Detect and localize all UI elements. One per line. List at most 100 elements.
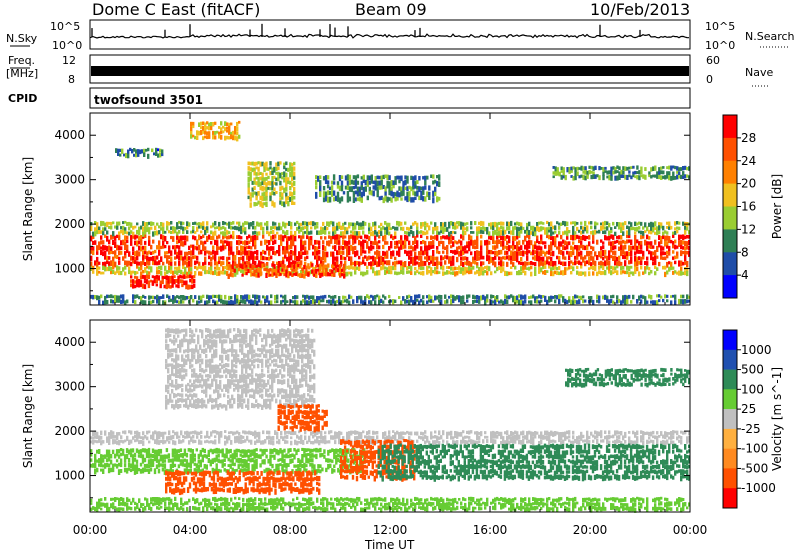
power-panel-cell <box>636 266 639 272</box>
power-panel-cell <box>352 299 355 304</box>
velocity-panel-cell <box>516 435 519 441</box>
power-panel-cell <box>384 221 387 225</box>
power-panel-cell <box>206 250 209 254</box>
power-panel-cell <box>524 235 527 242</box>
power-panel-cell <box>592 265 595 271</box>
power-panel-cell <box>187 275 190 279</box>
velocity-panel-cell <box>572 435 575 440</box>
power-panel-cell <box>216 240 219 247</box>
power-panel-cell <box>196 266 199 271</box>
power-panel-cell <box>261 192 264 197</box>
power-panel-cell <box>332 298 335 304</box>
velocity-panel-cell <box>177 457 181 462</box>
power-panel-cell <box>182 241 185 247</box>
velocity-panel-cell <box>116 436 119 440</box>
power-panel-cell <box>283 187 286 194</box>
power-panel-cell <box>240 231 243 235</box>
power-panel-cell <box>534 270 537 276</box>
power-panel-cell <box>612 246 615 251</box>
power-panel-cell <box>237 264 240 268</box>
power-panel-cell <box>224 221 227 225</box>
power-panel-cell <box>460 226 463 230</box>
velocity-panel-cell <box>214 430 217 434</box>
power-panel-cell <box>266 270 269 275</box>
power-panel-cell <box>328 235 331 239</box>
velocity-panel-cell <box>296 434 299 439</box>
velocity-panel-cell <box>90 440 93 444</box>
power-panel-cell <box>448 239 451 245</box>
velocity-panel-cell <box>232 477 235 483</box>
velocity-panel-cell <box>186 487 190 493</box>
power-panel-cell <box>672 171 675 175</box>
power-panel-cell <box>610 295 613 299</box>
velocity-panel-cell <box>291 453 294 457</box>
velocity-panel-cell <box>253 459 256 464</box>
power-panel-cell <box>464 227 467 231</box>
power-panel-cell <box>494 255 497 260</box>
velocity-panel-cell <box>92 440 95 445</box>
power-panel-cell <box>624 299 627 305</box>
velocity-panel-cell <box>119 452 123 457</box>
power-panel-cell <box>271 181 274 186</box>
velocity-panel-cell <box>174 470 178 475</box>
power-panel-cell <box>502 267 505 272</box>
power-panel-cell <box>302 298 305 303</box>
power-panel-cell <box>130 222 133 228</box>
power-panel-cell <box>190 295 193 300</box>
power-panel-cell <box>586 174 589 179</box>
power-panel-cell <box>253 269 256 274</box>
velocity-panel-cell <box>131 463 135 469</box>
power-panel-cell <box>606 226 609 231</box>
power-panel-cell <box>293 191 296 195</box>
power-panel-cell <box>190 131 193 136</box>
power-panel-cell <box>218 134 221 139</box>
power-panel-cell <box>228 221 231 226</box>
power-panel-cell <box>228 250 231 256</box>
power-panel-cell <box>344 185 348 190</box>
power-panel-cell <box>271 200 274 207</box>
power-panel-cell <box>148 227 151 232</box>
power-panel-cell <box>508 235 511 241</box>
power-panel-cell <box>304 221 307 226</box>
power-panel-cell <box>478 271 481 277</box>
velocity-panel-cell <box>206 430 209 435</box>
power-panel-cell <box>263 191 266 197</box>
power-panel-cell <box>614 260 617 266</box>
velocity-panel-cell <box>267 458 270 464</box>
power-panel-cell <box>198 244 201 251</box>
velocity-panel-cell <box>223 458 226 462</box>
power-panel-cell <box>198 130 201 136</box>
velocity-panel-cell <box>530 431 533 437</box>
power-panel-cell <box>204 135 207 139</box>
power-panel-cell <box>202 262 205 267</box>
velocity-panel-cell <box>98 439 101 443</box>
power-panel-cell <box>408 261 411 268</box>
power-panel-cell <box>384 266 387 270</box>
power-panel-cell <box>188 260 191 267</box>
power-panel-cell <box>372 230 375 237</box>
power-panel-cell <box>616 165 619 169</box>
velocity-panel-cell <box>420 436 423 440</box>
power-panel-cell <box>176 300 179 304</box>
power-panel-cell <box>340 175 344 179</box>
power-panel-cell <box>574 245 577 250</box>
power-panel-cell <box>226 240 229 246</box>
power-panel-cell <box>196 226 199 232</box>
velocity-panel-cell <box>222 488 225 493</box>
power-panel-cell <box>255 181 258 186</box>
velocity-panel-cell <box>674 430 677 434</box>
power-panel-cell <box>528 234 531 240</box>
power-panel-cell <box>364 239 367 243</box>
power-panel-cell <box>98 295 101 300</box>
power-panel-cell <box>426 230 429 235</box>
power-panel-cell <box>472 231 475 234</box>
power-panel-cell <box>426 175 429 180</box>
power-panel-cell <box>394 196 397 202</box>
power-panel-cell <box>420 222 423 227</box>
power-panel-cell <box>254 256 257 260</box>
power-panel-cell <box>378 180 381 187</box>
power-panel-cell <box>267 167 270 171</box>
power-panel-cell <box>304 240 307 246</box>
velocity-panel-cell <box>254 430 257 436</box>
power-panel-cell <box>416 230 419 235</box>
